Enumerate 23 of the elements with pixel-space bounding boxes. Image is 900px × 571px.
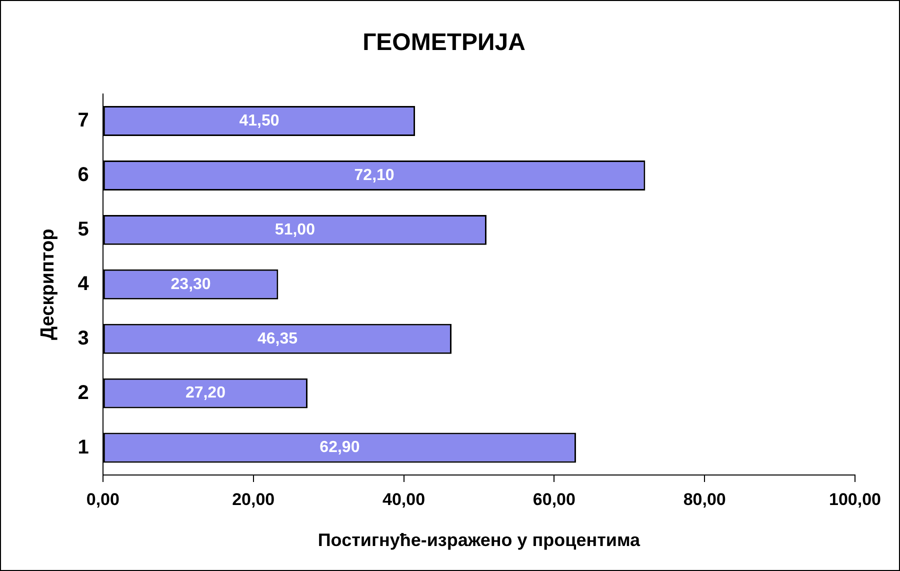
y-tick-label: 1 bbox=[78, 436, 89, 458]
data-label: 72,10 bbox=[354, 166, 394, 184]
data-label: 27,20 bbox=[185, 384, 226, 402]
chart-title: ГЕОМЕТРИЈА bbox=[362, 29, 526, 56]
data-label: 41,50 bbox=[239, 112, 280, 130]
y-tick-label: 5 bbox=[78, 218, 89, 240]
data-label: 51,00 bbox=[274, 221, 316, 238]
x-tick-label: 60,00 bbox=[532, 490, 576, 509]
x-tick-label: 40,00 bbox=[382, 490, 426, 509]
data-label: 23,30 bbox=[170, 276, 211, 293]
x-axis-title: Постигнуће-изражено у процентима bbox=[318, 530, 642, 550]
y-tick-label: 3 bbox=[78, 327, 89, 350]
y-tick-label: 2 bbox=[78, 382, 89, 404]
x-tick-label: 80,00 bbox=[683, 490, 726, 509]
data-label: 46,35 bbox=[257, 330, 298, 348]
y-axis-title: Дескриптор bbox=[38, 228, 59, 340]
y-tick-label: 4 bbox=[78, 272, 90, 295]
y-tick-label: 7 bbox=[78, 110, 89, 132]
data-label: 62,90 bbox=[320, 439, 360, 456]
x-tick-label: 100,00 bbox=[829, 490, 881, 509]
x-tick-label: 0,00 bbox=[86, 490, 120, 509]
x-tick-label: 20,00 bbox=[232, 490, 275, 509]
y-tick-label: 6 bbox=[78, 164, 89, 186]
